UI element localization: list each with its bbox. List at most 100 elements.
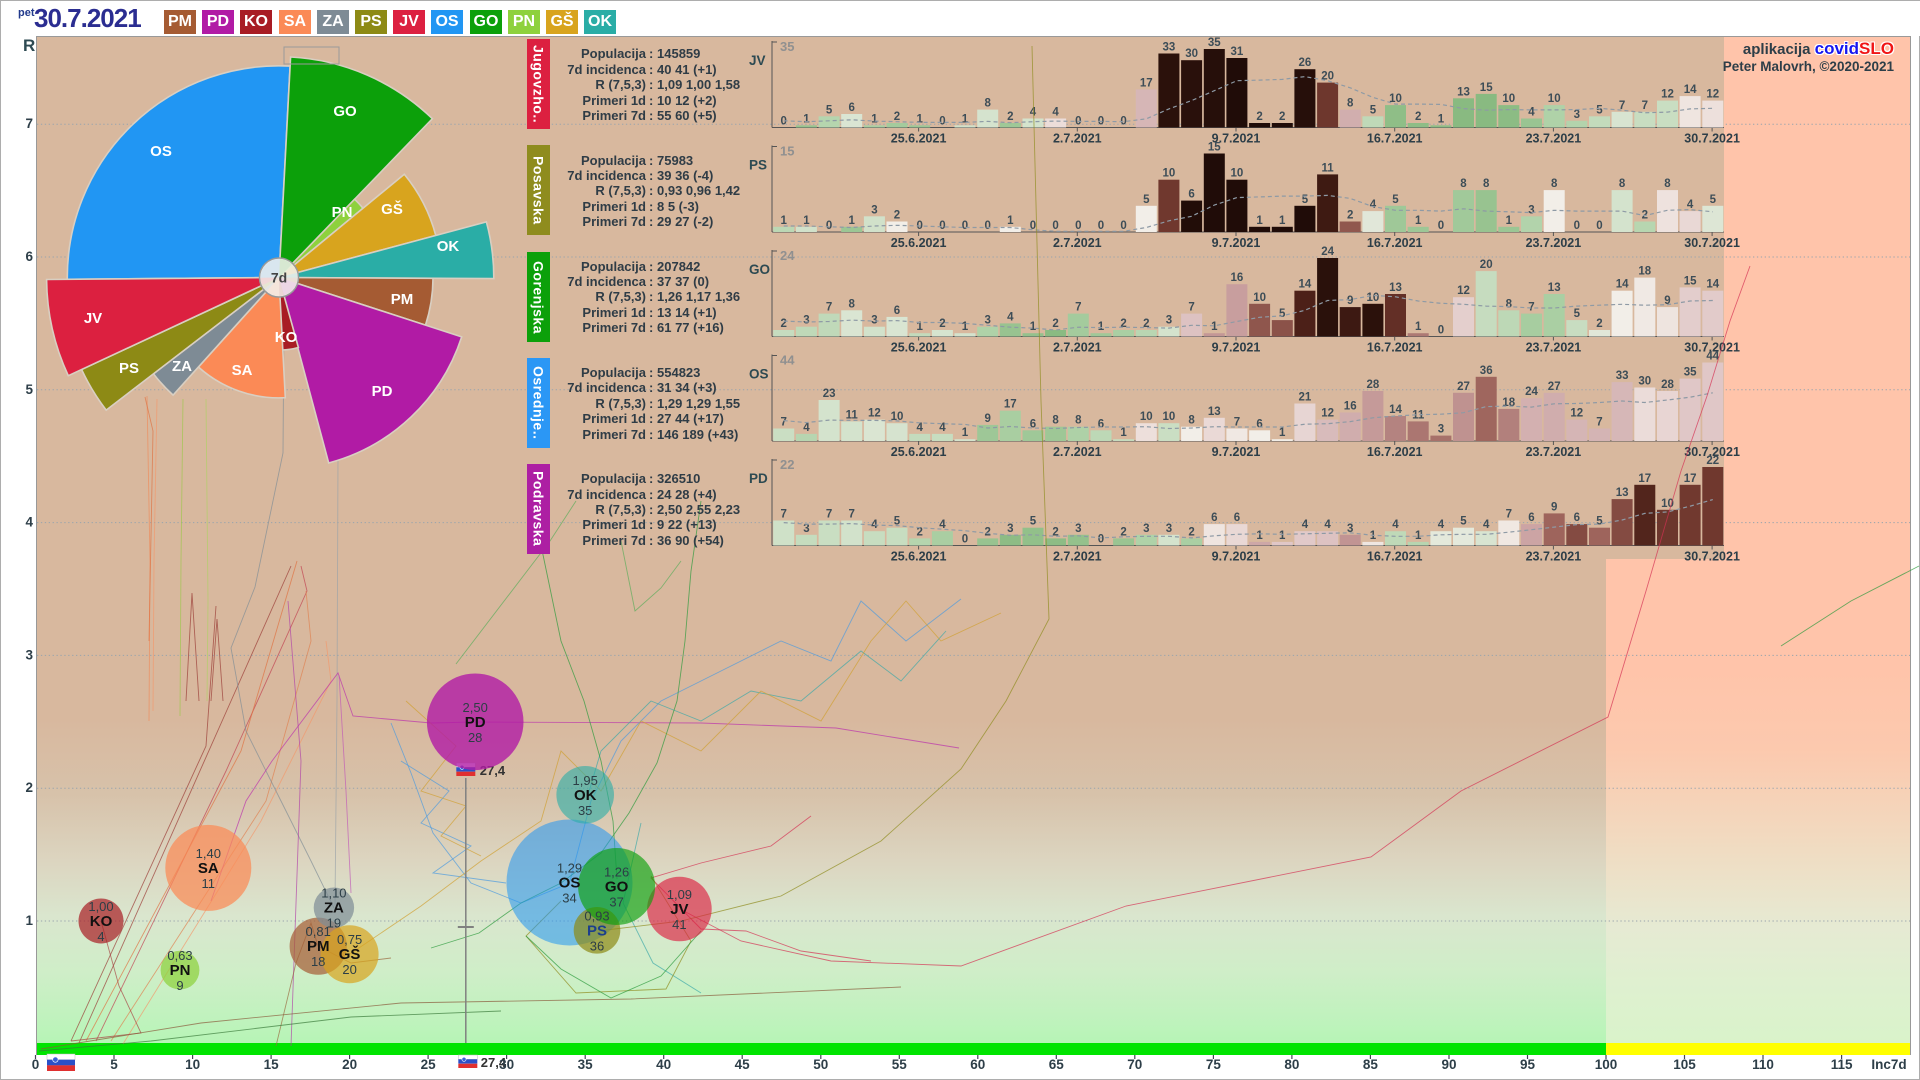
svg-text:4: 4 xyxy=(916,422,923,434)
svg-text:10: 10 xyxy=(1140,411,1153,423)
svg-text:5: 5 xyxy=(25,382,33,397)
svg-text:16.7.2021: 16.7.2021 xyxy=(1367,236,1423,250)
svg-text:1: 1 xyxy=(25,913,33,928)
svg-text:44: 44 xyxy=(780,353,795,368)
svg-text:3: 3 xyxy=(1166,523,1172,535)
svg-text:14: 14 xyxy=(1706,279,1719,291)
svg-text:3: 3 xyxy=(871,315,877,327)
svg-text:35: 35 xyxy=(578,803,592,818)
svg-text:1,26: 1,26 xyxy=(604,865,629,880)
svg-text:0,75: 0,75 xyxy=(337,932,362,947)
svg-text:8: 8 xyxy=(1075,415,1082,427)
svg-text:0: 0 xyxy=(1438,325,1444,337)
svg-text:15: 15 xyxy=(1684,275,1697,287)
svg-text:85: 85 xyxy=(1363,1057,1379,1072)
svg-text:3: 3 xyxy=(871,204,877,216)
svg-text:6: 6 xyxy=(1098,418,1104,430)
svg-text:35: 35 xyxy=(1208,37,1221,49)
svg-text:0: 0 xyxy=(826,220,832,232)
svg-text:OK: OK xyxy=(437,238,460,255)
svg-text:16: 16 xyxy=(1231,272,1244,284)
svg-text:2: 2 xyxy=(1256,111,1262,123)
svg-text:2.7.2021: 2.7.2021 xyxy=(1053,341,1102,355)
svg-text:4: 4 xyxy=(1052,107,1059,119)
svg-text:0,63: 0,63 xyxy=(167,948,192,963)
svg-text:30.7.2021: 30.7.2021 xyxy=(1684,445,1740,459)
svg-text:25.6.2021: 25.6.2021 xyxy=(891,341,947,355)
svg-text:7: 7 xyxy=(780,417,786,429)
svg-text:9.7.2021: 9.7.2021 xyxy=(1212,132,1261,146)
svg-text:10: 10 xyxy=(1548,93,1561,105)
svg-text:2: 2 xyxy=(894,111,900,123)
svg-text:1: 1 xyxy=(962,427,969,439)
svg-text:2: 2 xyxy=(1596,318,1602,330)
svg-text:25.6.2021: 25.6.2021 xyxy=(891,132,947,146)
svg-text:PD: PD xyxy=(465,714,486,731)
svg-text:KO: KO xyxy=(275,329,298,346)
svg-text:10: 10 xyxy=(1661,498,1674,510)
svg-text:23.7.2021: 23.7.2021 xyxy=(1526,341,1582,355)
svg-text:JV: JV xyxy=(670,901,688,918)
svg-text:0: 0 xyxy=(1120,116,1126,128)
svg-text:7d: 7d xyxy=(271,270,287,286)
svg-text:2: 2 xyxy=(1279,111,1285,123)
svg-text:2: 2 xyxy=(1052,526,1058,538)
svg-text:3: 3 xyxy=(1574,109,1580,121)
svg-text:2: 2 xyxy=(939,318,945,330)
svg-text:1: 1 xyxy=(962,321,969,333)
svg-text:25.6.2021: 25.6.2021 xyxy=(891,550,947,564)
svg-text:16.7.2021: 16.7.2021 xyxy=(1367,445,1423,459)
svg-text:10: 10 xyxy=(1253,292,1266,304)
svg-text:7: 7 xyxy=(1642,100,1648,112)
svg-text:13: 13 xyxy=(1389,282,1402,294)
svg-text:18: 18 xyxy=(311,954,325,969)
svg-text:3: 3 xyxy=(1007,523,1013,535)
svg-text:7: 7 xyxy=(1075,302,1081,314)
svg-text:8: 8 xyxy=(1188,415,1195,427)
svg-text:50: 50 xyxy=(813,1057,828,1072)
svg-text:1: 1 xyxy=(1279,530,1286,542)
svg-text:0: 0 xyxy=(1574,220,1580,232)
svg-text:30: 30 xyxy=(1638,376,1651,388)
svg-text:65: 65 xyxy=(1049,1057,1065,1072)
svg-text:6: 6 xyxy=(1234,512,1240,524)
svg-text:23: 23 xyxy=(823,388,836,400)
svg-text:1: 1 xyxy=(1415,215,1422,227)
svg-text:6: 6 xyxy=(848,102,854,114)
svg-text:2.7.2021: 2.7.2021 xyxy=(1053,445,1102,459)
svg-text:100: 100 xyxy=(1595,1057,1618,1072)
svg-text:4: 4 xyxy=(1324,519,1331,531)
svg-text:7: 7 xyxy=(1528,302,1534,314)
svg-text:0: 0 xyxy=(1120,220,1126,232)
svg-text:12: 12 xyxy=(1661,89,1674,101)
svg-text:7: 7 xyxy=(1506,509,1512,521)
svg-text:4: 4 xyxy=(1370,199,1377,211)
svg-text:28: 28 xyxy=(1661,379,1674,391)
svg-text:95: 95 xyxy=(1520,1057,1536,1072)
svg-text:1: 1 xyxy=(1415,321,1422,333)
svg-text:6: 6 xyxy=(25,249,33,264)
svg-text:1: 1 xyxy=(1120,427,1127,439)
svg-text:2: 2 xyxy=(1120,526,1126,538)
svg-text:11: 11 xyxy=(1412,409,1425,421)
svg-text:27: 27 xyxy=(1457,381,1470,393)
svg-text:18: 18 xyxy=(1638,266,1651,278)
svg-text:2: 2 xyxy=(1347,210,1353,222)
svg-text:PN: PN xyxy=(170,962,191,979)
svg-text:PS: PS xyxy=(119,360,139,377)
svg-text:1,00: 1,00 xyxy=(88,899,113,914)
svg-text:7: 7 xyxy=(1234,417,1240,429)
svg-text:4: 4 xyxy=(939,519,946,531)
svg-text:ZA: ZA xyxy=(324,900,344,917)
svg-text:0: 0 xyxy=(962,220,968,232)
svg-text:45: 45 xyxy=(735,1057,751,1072)
svg-text:16: 16 xyxy=(1344,401,1357,413)
svg-text:1: 1 xyxy=(1211,321,1218,333)
svg-text:24: 24 xyxy=(780,248,795,263)
svg-text:2: 2 xyxy=(1415,111,1421,123)
svg-text:34: 34 xyxy=(562,891,576,906)
svg-text:1: 1 xyxy=(1279,427,1286,439)
svg-text:3: 3 xyxy=(803,315,809,327)
svg-text:2: 2 xyxy=(894,210,900,222)
svg-text:5: 5 xyxy=(826,104,833,116)
